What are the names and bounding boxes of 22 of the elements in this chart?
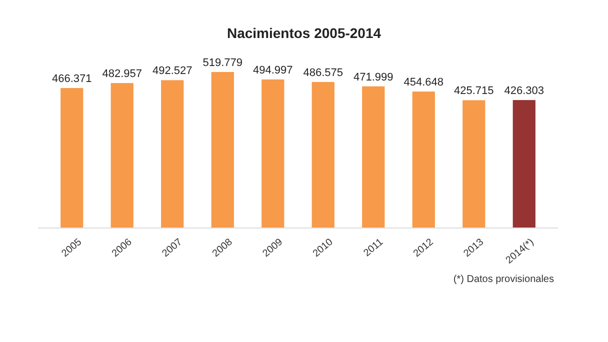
- data-label: 494.997: [252, 64, 293, 76]
- bar: [362, 86, 385, 228]
- bar: [110, 83, 134, 228]
- data-label: 471.999: [353, 71, 394, 84]
- bar: [211, 72, 234, 228]
- data-label: 466.371: [52, 73, 92, 86]
- data-label: 519.779: [202, 57, 243, 69]
- bar: [512, 100, 536, 228]
- data-label: 454.648: [404, 76, 444, 89]
- bar: [412, 92, 435, 228]
- bar: [262, 79, 284, 228]
- data-label: 425.715: [454, 85, 494, 98]
- bar: [161, 80, 184, 228]
- data-label: 482.957: [102, 68, 142, 80]
- text: (*) Datos provisionales: [453, 274, 554, 285]
- data-label: 426.303: [504, 85, 544, 98]
- chart-title: Nacimientos 2005-2014: [226, 25, 382, 41]
- bar: [60, 88, 84, 228]
- bar: [312, 82, 334, 228]
- data-label: 492.527: [152, 65, 192, 78]
- data-label: 486.575: [303, 66, 344, 79]
- bar: [462, 100, 486, 228]
